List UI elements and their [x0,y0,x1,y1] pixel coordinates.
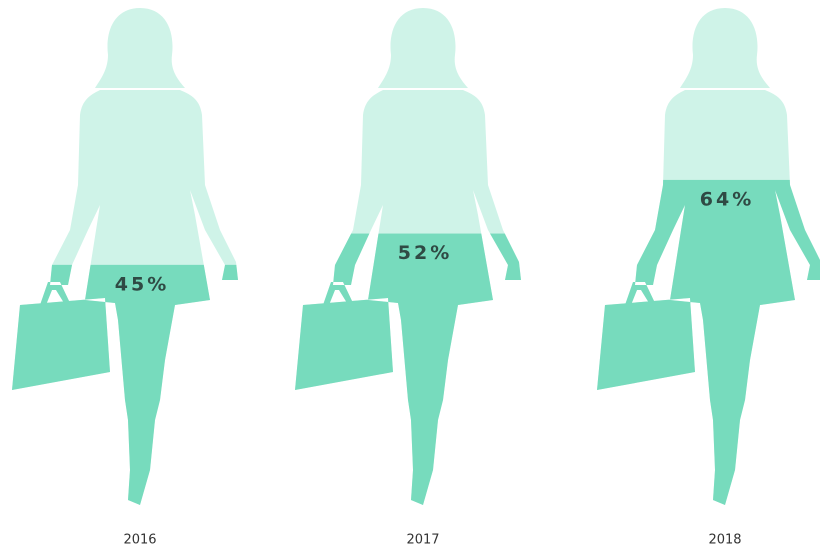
silhouette [585,0,820,548]
silhouette [283,0,543,548]
year-label: 2018 [708,533,741,548]
chart: 45% 2016 52% 2017 64% 2018 [0,0,820,548]
value-label: 64% [700,188,754,210]
value-label: 45% [115,273,169,295]
fill-level [0,265,260,548]
page: {"chart_data": {"type": "pictograph", "c… [0,0,820,548]
fill-level [585,180,820,548]
figure: 52% 2017 [283,0,543,548]
fill-level [283,234,543,548]
year-label: 2017 [406,533,439,548]
figure: 45% 2016 [0,0,260,548]
year-label: 2016 [123,533,156,548]
figure: 64% 2018 [585,0,820,548]
value-label: 52% [398,242,452,264]
